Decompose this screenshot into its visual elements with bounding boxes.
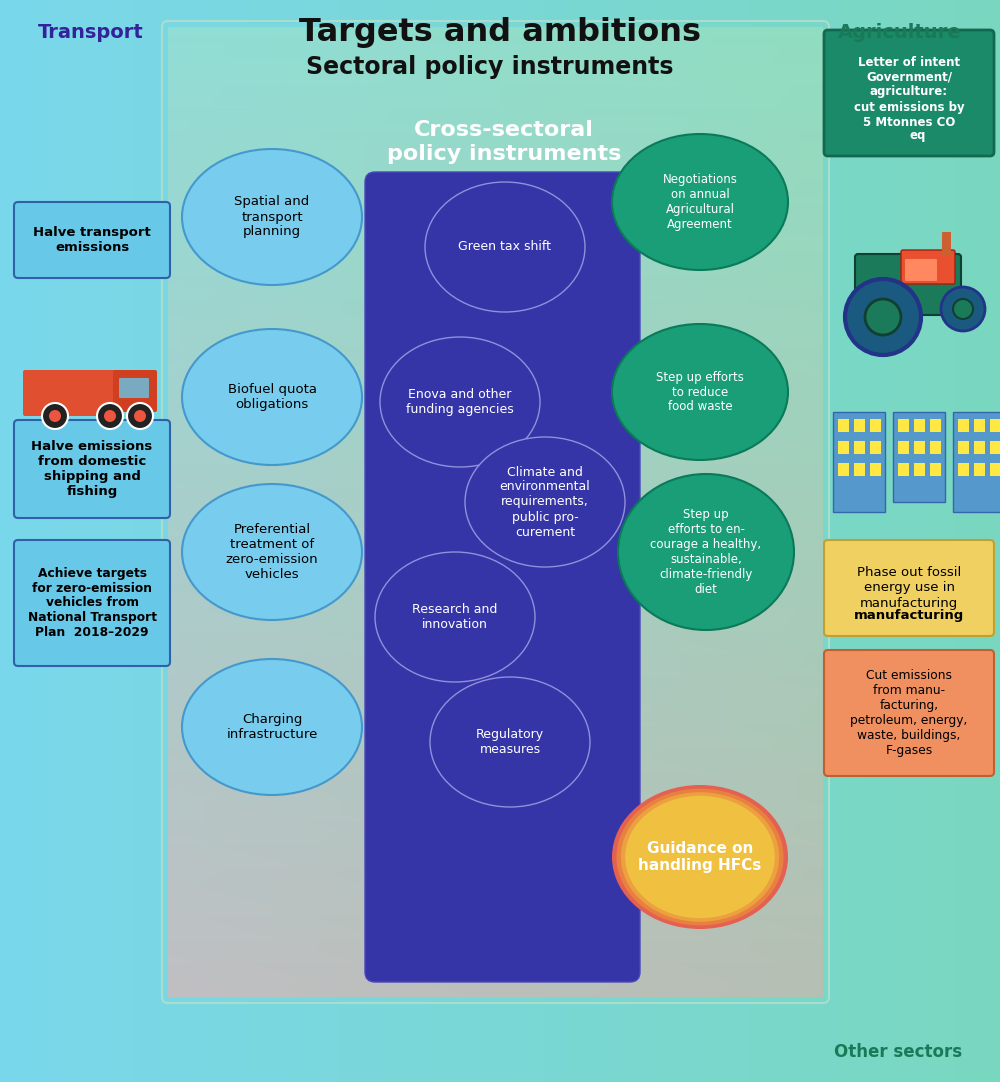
Ellipse shape xyxy=(612,786,788,929)
Text: Achieve targets
for zero-emission
vehicles from
National Transport
Plan  2018–20: Achieve targets for zero-emission vehicl… xyxy=(28,567,156,639)
Text: Cut emissions
from manu-
facturing,
petroleum, energy,
waste, buildings,
F-gases: Cut emissions from manu- facturing, petr… xyxy=(850,669,968,757)
Text: Halve transport
emissions: Halve transport emissions xyxy=(33,226,151,254)
Circle shape xyxy=(865,299,901,335)
FancyBboxPatch shape xyxy=(914,463,925,476)
Text: Letter of intent
Government/
agriculture:
cut emissions by
5 Mtonnes CO: Letter of intent Government/ agriculture… xyxy=(854,55,964,129)
FancyBboxPatch shape xyxy=(824,540,994,636)
Text: Cross-sectoral
policy instruments: Cross-sectoral policy instruments xyxy=(387,120,621,163)
FancyBboxPatch shape xyxy=(898,419,909,432)
Circle shape xyxy=(97,403,123,428)
Ellipse shape xyxy=(616,789,784,925)
Circle shape xyxy=(127,403,153,428)
Text: Phase out fossil
energy use in
manufacturing: Phase out fossil energy use in manufactu… xyxy=(857,567,961,609)
FancyBboxPatch shape xyxy=(113,370,157,412)
Circle shape xyxy=(953,299,973,319)
Ellipse shape xyxy=(182,484,362,620)
Circle shape xyxy=(104,410,116,422)
FancyBboxPatch shape xyxy=(898,463,909,476)
Text: Climate and
environmental
requirements,
public pro-
curement: Climate and environmental requirements, … xyxy=(500,465,590,539)
Text: Regulatory
measures: Regulatory measures xyxy=(476,728,544,756)
FancyBboxPatch shape xyxy=(870,463,881,476)
Circle shape xyxy=(49,410,61,422)
Text: Step up
efforts to en-
courage a healthy,
sustainable,
climate-friendly
diet: Step up efforts to en- courage a healthy… xyxy=(650,509,762,596)
Ellipse shape xyxy=(182,149,362,285)
Ellipse shape xyxy=(182,329,362,465)
FancyBboxPatch shape xyxy=(958,441,969,454)
FancyBboxPatch shape xyxy=(365,172,640,982)
FancyBboxPatch shape xyxy=(930,463,941,476)
Text: Green tax shift: Green tax shift xyxy=(458,240,552,253)
Ellipse shape xyxy=(375,552,535,682)
FancyBboxPatch shape xyxy=(958,419,969,432)
FancyBboxPatch shape xyxy=(14,202,170,278)
Ellipse shape xyxy=(430,677,590,807)
FancyBboxPatch shape xyxy=(958,463,969,476)
FancyBboxPatch shape xyxy=(833,412,885,512)
FancyBboxPatch shape xyxy=(905,259,937,281)
Text: Targets and ambitions: Targets and ambitions xyxy=(299,16,701,48)
FancyBboxPatch shape xyxy=(838,463,849,476)
Circle shape xyxy=(134,410,146,422)
FancyBboxPatch shape xyxy=(838,441,849,454)
Text: Enova and other
funding agencies: Enova and other funding agencies xyxy=(406,388,514,415)
Ellipse shape xyxy=(425,182,585,312)
FancyBboxPatch shape xyxy=(838,419,849,432)
FancyBboxPatch shape xyxy=(854,463,865,476)
Text: eq: eq xyxy=(909,130,925,143)
Text: Research and
innovation: Research and innovation xyxy=(412,603,498,631)
Circle shape xyxy=(941,287,985,331)
FancyBboxPatch shape xyxy=(930,441,941,454)
Ellipse shape xyxy=(380,337,540,467)
FancyBboxPatch shape xyxy=(824,30,994,156)
Circle shape xyxy=(845,279,921,355)
Ellipse shape xyxy=(618,474,794,630)
FancyBboxPatch shape xyxy=(824,650,994,776)
FancyBboxPatch shape xyxy=(953,412,1000,512)
FancyBboxPatch shape xyxy=(898,441,909,454)
FancyBboxPatch shape xyxy=(870,441,881,454)
FancyBboxPatch shape xyxy=(914,419,925,432)
Text: Negotiations
on annual
Agricultural
Agreement: Negotiations on annual Agricultural Agre… xyxy=(663,173,737,230)
FancyBboxPatch shape xyxy=(854,441,865,454)
Ellipse shape xyxy=(465,437,625,567)
Text: Transport: Transport xyxy=(38,23,144,41)
Text: Spatial and
transport
planning: Spatial and transport planning xyxy=(234,196,310,238)
Ellipse shape xyxy=(625,795,775,919)
FancyBboxPatch shape xyxy=(14,420,170,518)
FancyBboxPatch shape xyxy=(893,412,945,502)
Text: Sectoral policy instruments: Sectoral policy instruments xyxy=(306,55,674,79)
FancyBboxPatch shape xyxy=(119,378,149,398)
FancyBboxPatch shape xyxy=(901,250,955,283)
FancyBboxPatch shape xyxy=(974,463,985,476)
Circle shape xyxy=(42,403,68,428)
Ellipse shape xyxy=(612,134,788,270)
FancyBboxPatch shape xyxy=(23,370,122,415)
Text: Preferential
treatment of
zero-emission
vehicles: Preferential treatment of zero-emission … xyxy=(226,523,318,581)
Ellipse shape xyxy=(182,659,362,795)
FancyBboxPatch shape xyxy=(990,463,1000,476)
FancyBboxPatch shape xyxy=(990,419,1000,432)
Text: Biofuel quota
obligations: Biofuel quota obligations xyxy=(228,383,316,411)
Text: Halve emissions
from domestic
shipping and
fishing: Halve emissions from domestic shipping a… xyxy=(31,440,153,498)
Text: Guidance on
handling HFCs: Guidance on handling HFCs xyxy=(638,841,762,873)
FancyBboxPatch shape xyxy=(990,441,1000,454)
FancyBboxPatch shape xyxy=(974,419,985,432)
Text: manufacturing: manufacturing xyxy=(854,609,964,622)
FancyBboxPatch shape xyxy=(855,254,961,315)
FancyBboxPatch shape xyxy=(942,232,951,256)
FancyBboxPatch shape xyxy=(930,419,941,432)
Text: Agriculture: Agriculture xyxy=(838,23,962,41)
Ellipse shape xyxy=(621,792,779,922)
FancyBboxPatch shape xyxy=(870,419,881,432)
Text: Other sectors: Other sectors xyxy=(834,1043,962,1061)
FancyBboxPatch shape xyxy=(974,441,985,454)
FancyBboxPatch shape xyxy=(914,441,925,454)
FancyBboxPatch shape xyxy=(14,540,170,667)
Ellipse shape xyxy=(612,324,788,460)
FancyBboxPatch shape xyxy=(854,419,865,432)
Text: Charging
infrastructure: Charging infrastructure xyxy=(226,713,318,741)
Text: Step up efforts
to reduce
food waste: Step up efforts to reduce food waste xyxy=(656,370,744,413)
